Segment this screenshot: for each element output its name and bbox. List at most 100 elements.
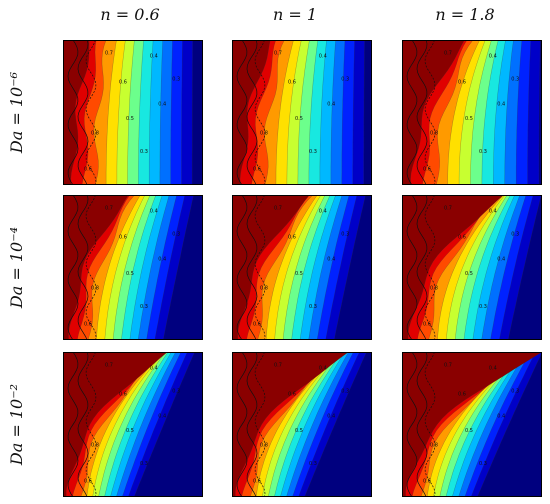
contour-level-label: 0.6: [253, 479, 261, 485]
contour-line: [297, 40, 310, 185]
contour-level-label: 0.4: [150, 365, 158, 371]
contour-line: [477, 352, 542, 497]
contour-level-label: 0.3: [479, 304, 487, 310]
contour-level-label: 0.4: [158, 101, 166, 107]
contour-line: [308, 40, 319, 185]
contour-level-label: 0.4: [150, 208, 158, 214]
contour-level-label: 0.4: [158, 256, 166, 262]
contour-level-label: 0.4: [497, 256, 505, 262]
contour-line: [286, 352, 349, 497]
wavy-wall-line: [67, 40, 79, 185]
contour-line: [363, 40, 365, 185]
contour-level-label: 0.5: [295, 271, 303, 277]
contour-level-label: 0.6: [458, 392, 466, 398]
contour-level-label: 0.4: [327, 413, 335, 419]
contour-plot: 0.7 0.4 0.3 0.6 0.4 0.5 0.8 0.3 0.6: [402, 195, 542, 340]
contour-line: [504, 40, 514, 185]
wavy-wall-line: [236, 40, 248, 185]
contour-level-label: 0.8: [91, 285, 99, 291]
wavy-wall-line: [416, 195, 428, 340]
wavy-wall-line: [77, 352, 89, 497]
contour-level-label: 0.5: [465, 116, 473, 122]
contour-level-label: 0.4: [327, 256, 335, 262]
contour-line: [116, 352, 176, 497]
contour-band: [63, 352, 168, 497]
contour-level-label: 0.3: [309, 149, 317, 155]
column-header-n-1.8: n = 1.8: [435, 5, 495, 24]
contour-level-label: 0.6: [288, 235, 296, 241]
wavy-wall-line: [246, 195, 258, 340]
contour-line: [110, 352, 172, 497]
contour-line: [352, 40, 355, 185]
row-header-da-1e-4: Da = 10⁻⁴: [7, 226, 27, 309]
contour-line: [96, 195, 141, 340]
contour-line: [291, 195, 331, 340]
contour-level-label: 0.3: [309, 461, 317, 467]
contour-level-label: 0.5: [126, 428, 134, 434]
contour-level-label: 0.8: [430, 130, 438, 136]
contour-line: [87, 195, 135, 340]
contour-line: [298, 352, 360, 497]
contour-level-label: 0.4: [497, 101, 505, 107]
contour-level-label: 0.6: [288, 80, 296, 86]
contour-line: [146, 195, 177, 340]
contour-line: [490, 195, 527, 340]
contour-level-label: 0.4: [150, 53, 158, 59]
contour-level-label: 0.5: [126, 271, 134, 277]
contour-line: [81, 40, 97, 185]
contour-line: [417, 195, 501, 340]
contour-line: [316, 195, 350, 340]
contour-line: [170, 40, 173, 185]
contour-band: [402, 195, 504, 340]
contour-level-label: 0.5: [295, 116, 303, 122]
contour-line: [268, 352, 341, 497]
contour-level-label: 0.6: [253, 322, 261, 328]
contour-line: [407, 195, 504, 340]
contour-level-label: 0.3: [511, 389, 519, 395]
contour-band: [63, 195, 129, 340]
contour-level-label: 0.3: [479, 461, 487, 467]
contour-level-label: 0.7: [444, 363, 452, 369]
contour-level-label: 0.5: [465, 271, 473, 277]
contour-level-label: 0.6: [423, 167, 431, 173]
contour-level-label: 0.3: [172, 77, 180, 83]
contour-line: [437, 195, 504, 340]
contour-line: [481, 40, 499, 185]
contour-line: [286, 40, 302, 185]
contour-line: [191, 40, 193, 185]
contour-level-label: 0.6: [84, 479, 92, 485]
contour-plot: 0.7 0.4 0.3 0.6 0.4 0.5 0.8 0.3 0.6: [63, 352, 203, 497]
wavy-wall-line: [67, 195, 79, 340]
contour-level-label: 0.7: [105, 51, 113, 57]
wavy-wall-line: [77, 40, 89, 185]
contour-line: [452, 352, 524, 497]
contour-band: [402, 352, 542, 497]
contour-level-label: 0.7: [444, 206, 452, 212]
contour-line: [116, 40, 126, 185]
contour-level-label: 0.6: [84, 322, 92, 328]
contour-line: [499, 195, 534, 340]
contour-line: [454, 195, 508, 340]
contour-line: [251, 40, 276, 185]
contour-line: [275, 40, 294, 185]
contour-panel-r2-c1: 0.7 0.4 0.3 0.6 0.4 0.5 0.8 0.3 0.6: [63, 195, 203, 340]
plot-frame: [63, 352, 203, 497]
contour-line: [330, 40, 336, 185]
contour-line: [235, 352, 349, 497]
contour-line: [280, 352, 346, 497]
contour-level-label: 0.3: [172, 389, 180, 395]
contour-line: [463, 195, 511, 340]
contour-level-label: 0.3: [172, 232, 180, 238]
contour-level-label: 0.6: [423, 479, 431, 485]
contour-level-label: 0.7: [444, 51, 452, 57]
contour-line: [181, 40, 183, 185]
contour-line: [470, 40, 492, 185]
wavy-wall-line: [406, 40, 418, 185]
contour-level-label: 0.8: [91, 442, 99, 448]
contour-line: [274, 352, 343, 497]
contour-line: [472, 195, 515, 340]
contour-level-label: 0.6: [119, 80, 127, 86]
contour-line: [458, 40, 486, 185]
contour-line: [98, 352, 166, 497]
contour-line: [66, 352, 168, 497]
